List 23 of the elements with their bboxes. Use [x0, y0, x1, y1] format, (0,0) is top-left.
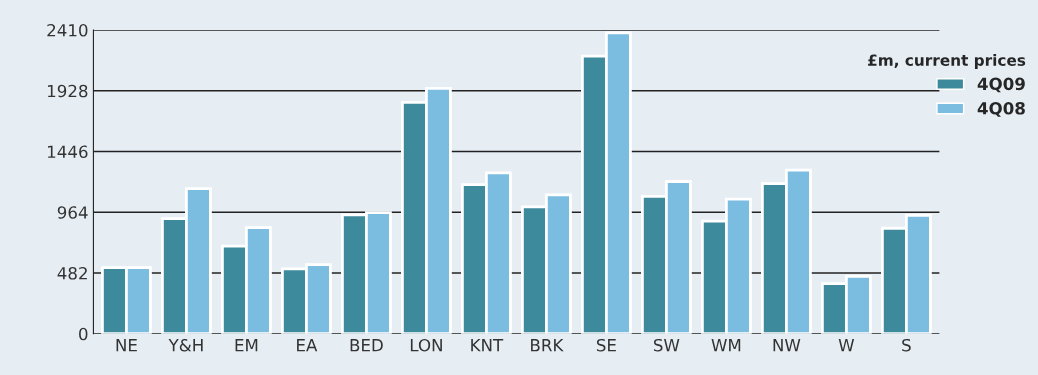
x-tick-label: SE	[596, 338, 616, 352]
x-tick-label: EA	[297, 339, 318, 352]
y-tick-label: 964	[57, 206, 88, 219]
y-tick-label: 1928	[47, 84, 88, 98]
y-tick-label: 482	[57, 266, 87, 280]
x-tick-label: BRK	[531, 339, 564, 352]
x-tick-label: NW	[773, 339, 801, 352]
y-tick-label: 0	[79, 327, 88, 341]
x-tick-label: S	[902, 338, 911, 352]
legend-title: £m, current prices	[868, 54, 1026, 69]
x-tick-label: NE	[116, 339, 137, 352]
y-tick-label: 2410	[47, 23, 88, 37]
legend-label: 4Q09	[977, 77, 1025, 93]
legend-label: 4Q08	[977, 101, 1025, 117]
x-tick-label: SW	[653, 338, 680, 352]
x-tick-label: BED	[350, 339, 383, 352]
x-tick-label: LON	[410, 338, 442, 352]
x-tick-label: Y&H	[168, 338, 203, 352]
x-tick-label: EM	[235, 339, 258, 352]
x-tick-label: KNT	[471, 339, 504, 352]
x-tick-label: WM	[711, 339, 741, 352]
y-tick-label: 1446	[47, 145, 88, 159]
x-tick-label: W	[838, 339, 855, 352]
